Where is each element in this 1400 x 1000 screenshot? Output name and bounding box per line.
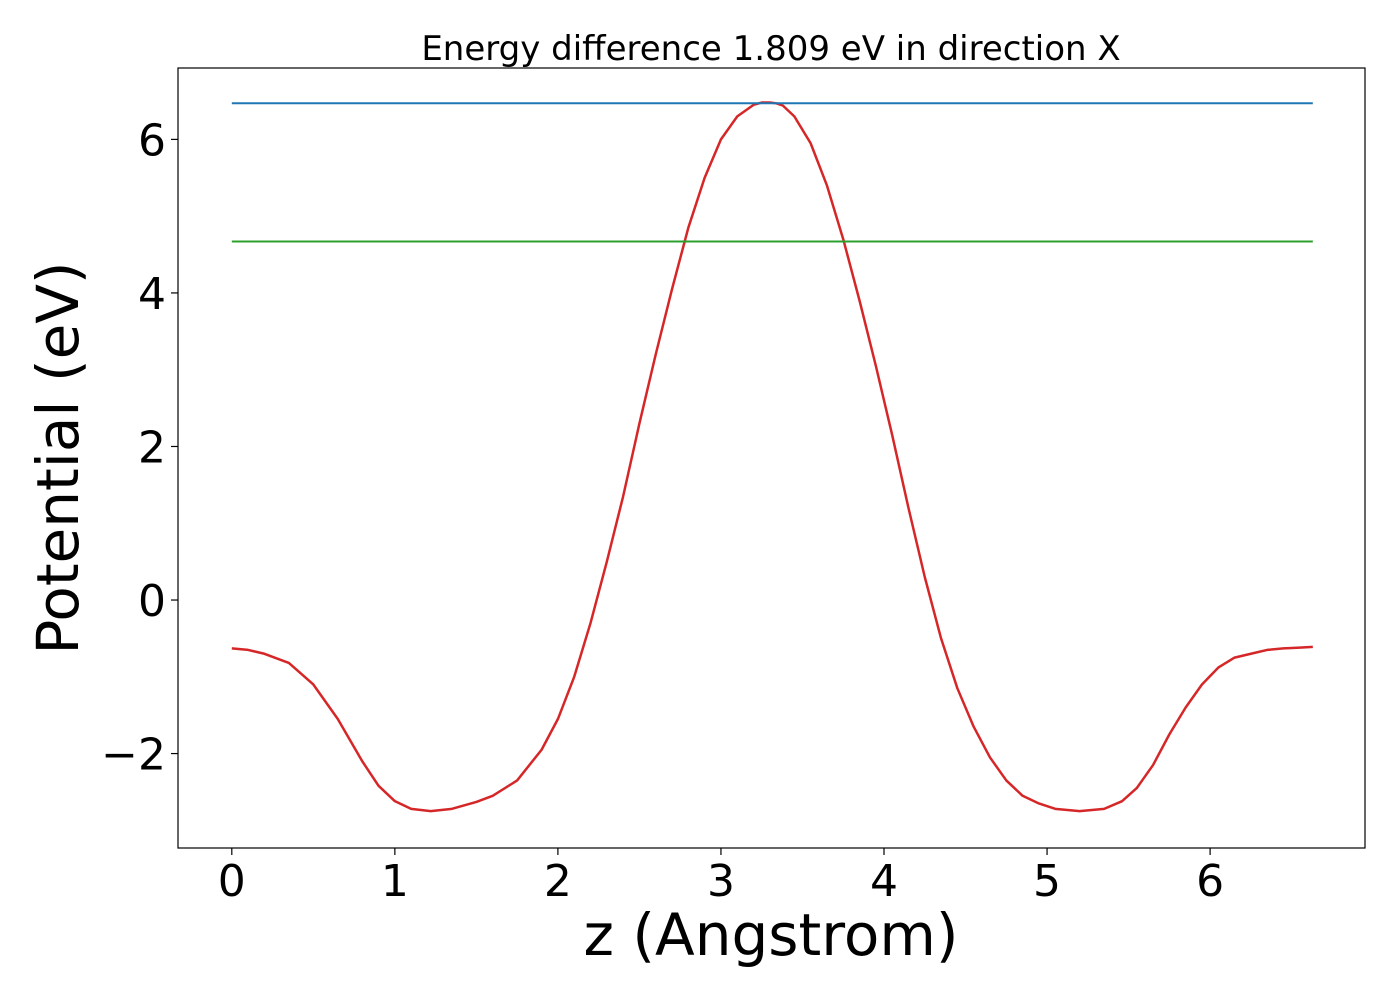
x-tick-label: 4 [870, 856, 898, 907]
x-tick-label: 2 [544, 856, 572, 907]
series-layer [231, 101, 1313, 813]
plot-frame [177, 67, 1366, 849]
x-tick-label: 0 [218, 856, 246, 907]
y-tick-label: 6 [138, 115, 166, 166]
x-tick-label: 6 [1196, 856, 1224, 907]
potential-curve [231, 101, 1313, 813]
x-tick-label: 1 [381, 856, 409, 907]
y-axis-label: Potential (eV) [24, 261, 92, 654]
chart-title: Energy difference 1.809 eV in direction … [421, 29, 1120, 69]
x-tick-label: 5 [1033, 856, 1061, 907]
y-tick-label: 2 [138, 422, 166, 473]
y-tick-label: 0 [138, 576, 166, 627]
x-ticks: 0 1 2 3 4 5 6 [218, 848, 1224, 907]
x-tick-label: 3 [707, 856, 735, 907]
x-axis-label: z (Angstrom) [584, 901, 959, 969]
y-tick-label: 4 [138, 269, 166, 320]
y-ticks: −2 0 2 4 6 [101, 115, 178, 781]
y-tick-label: −2 [101, 730, 166, 781]
